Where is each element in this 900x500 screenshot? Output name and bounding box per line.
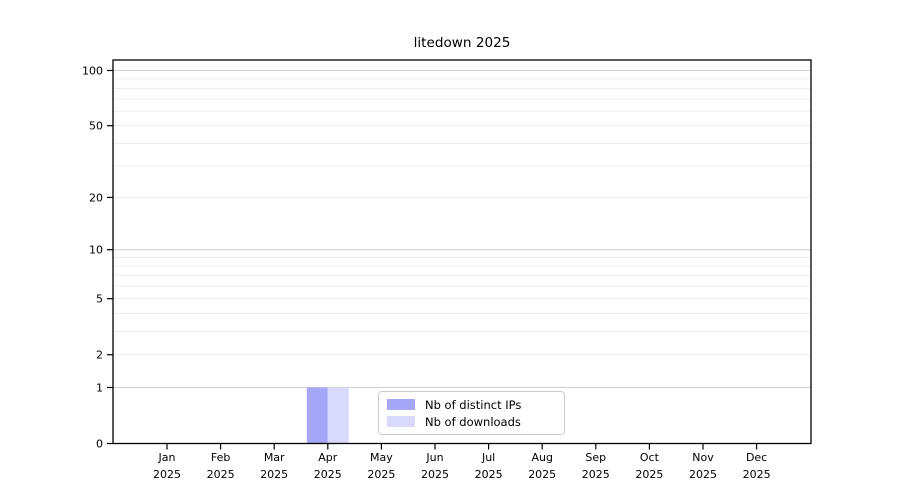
x-tick-label-month: Jun [425, 451, 443, 464]
y-tick-label: 1 [96, 381, 103, 394]
x-tick-label-year: 2025 [367, 468, 395, 481]
x-tick-label-year: 2025 [582, 468, 610, 481]
y-tick-label: 0 [96, 438, 103, 451]
legend: Nb of distinct IPs Nb of downloads [378, 391, 565, 435]
x-tick-label-month: Apr [318, 451, 338, 464]
x-tick-label-year: 2025 [635, 468, 663, 481]
x-tick-label-year: 2025 [475, 468, 503, 481]
chart-title: litedown 2025 [413, 35, 511, 51]
y-tick-label: 20 [89, 191, 103, 204]
y-tick-label: 5 [96, 293, 103, 306]
x-tick-label-month: May [370, 451, 393, 464]
x-tick-label-year: 2025 [260, 468, 288, 481]
bar-downloads [327, 387, 349, 444]
legend-item-distinct-ips: Nb of distinct IPs [387, 397, 555, 412]
x-tick-label-month: Feb [211, 451, 230, 464]
x-tick-label-year: 2025 [421, 468, 449, 481]
x-tick-label-year: 2025 [689, 468, 717, 481]
legend-item-downloads: Nb of downloads [387, 414, 555, 429]
legend-swatch-distinct-ips [387, 399, 415, 410]
x-tick-label-month: Mar [264, 451, 285, 464]
x-tick-label-year: 2025 [207, 468, 235, 481]
plot-border [112, 59, 812, 445]
x-tick-label-year: 2025 [528, 468, 556, 481]
x-tick-label-year: 2025 [314, 468, 342, 481]
x-tick-label-month: Jan [158, 451, 176, 464]
x-tick-label-month: Dec [746, 451, 767, 464]
x-tick-label-year: 2025 [743, 468, 771, 481]
x-tick-label-year: 2025 [153, 468, 181, 481]
x-tick-label-month: Jul [481, 451, 495, 464]
legend-swatch-downloads [387, 416, 415, 427]
y-tick-label: 100 [82, 64, 103, 77]
bar-distinct-ips [306, 387, 328, 444]
x-tick-label-month: Nov [692, 451, 714, 464]
y-tick-label: 2 [96, 349, 103, 362]
legend-label-downloads: Nb of downloads [425, 414, 521, 429]
x-tick-label-month: Sep [585, 451, 606, 464]
legend-label-distinct-ips: Nb of distinct IPs [425, 397, 522, 412]
x-tick-label-month: Aug [531, 451, 552, 464]
y-tick-label: 50 [89, 120, 103, 133]
x-tick-label-month: Oct [640, 451, 660, 464]
y-tick-label: 10 [89, 244, 103, 257]
